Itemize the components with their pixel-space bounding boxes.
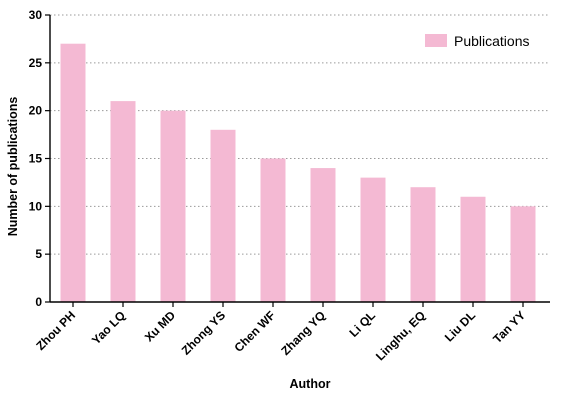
bar — [460, 196, 486, 302]
bar — [110, 101, 136, 302]
x-tick-label: Li QL — [347, 308, 379, 340]
x-tick-label: Tan YY — [490, 308, 528, 346]
x-tick-label: Yao LQ — [89, 308, 128, 347]
bar — [360, 177, 386, 302]
y-tick-label: 25 — [29, 56, 43, 70]
y-tick-label: 5 — [35, 247, 42, 261]
y-tick-label: 20 — [29, 104, 43, 118]
bar — [410, 187, 436, 302]
legend: Publications — [425, 33, 530, 49]
bars — [60, 43, 536, 303]
legend-label: Publications — [454, 33, 530, 49]
x-tick-label: Xu MD — [142, 308, 179, 345]
x-axis-title: Author — [290, 377, 331, 391]
x-axis-ticks: Zhou PH Yao LQ Xu MD Zhong YS Chen WF Zhang Y… — [33, 302, 528, 363]
bar — [310, 168, 336, 302]
bar — [260, 158, 286, 302]
x-tick-label: Zhang YQ — [278, 308, 328, 358]
bar — [510, 206, 536, 302]
x-tick-label: Zhou PH — [33, 308, 78, 353]
x-tick-label: Zhong YS — [179, 308, 228, 357]
x-tick-label: Liu DL — [442, 308, 478, 344]
legend-swatch — [425, 34, 447, 47]
bar — [60, 43, 86, 302]
y-tick-label: 15 — [29, 152, 43, 166]
bar — [160, 110, 186, 303]
y-tick-label: 30 — [29, 8, 43, 22]
y-axis-title: Number of publications — [6, 97, 20, 237]
x-tick-label: Chen WF — [231, 308, 278, 355]
x-tick-label: Linghu, EQ — [373, 308, 428, 363]
y-tick-label: 0 — [35, 295, 42, 309]
y-axis-ticks: 0 5 10 15 20 25 30 — [29, 8, 50, 309]
bar — [210, 129, 236, 302]
y-tick-label: 10 — [29, 199, 43, 213]
